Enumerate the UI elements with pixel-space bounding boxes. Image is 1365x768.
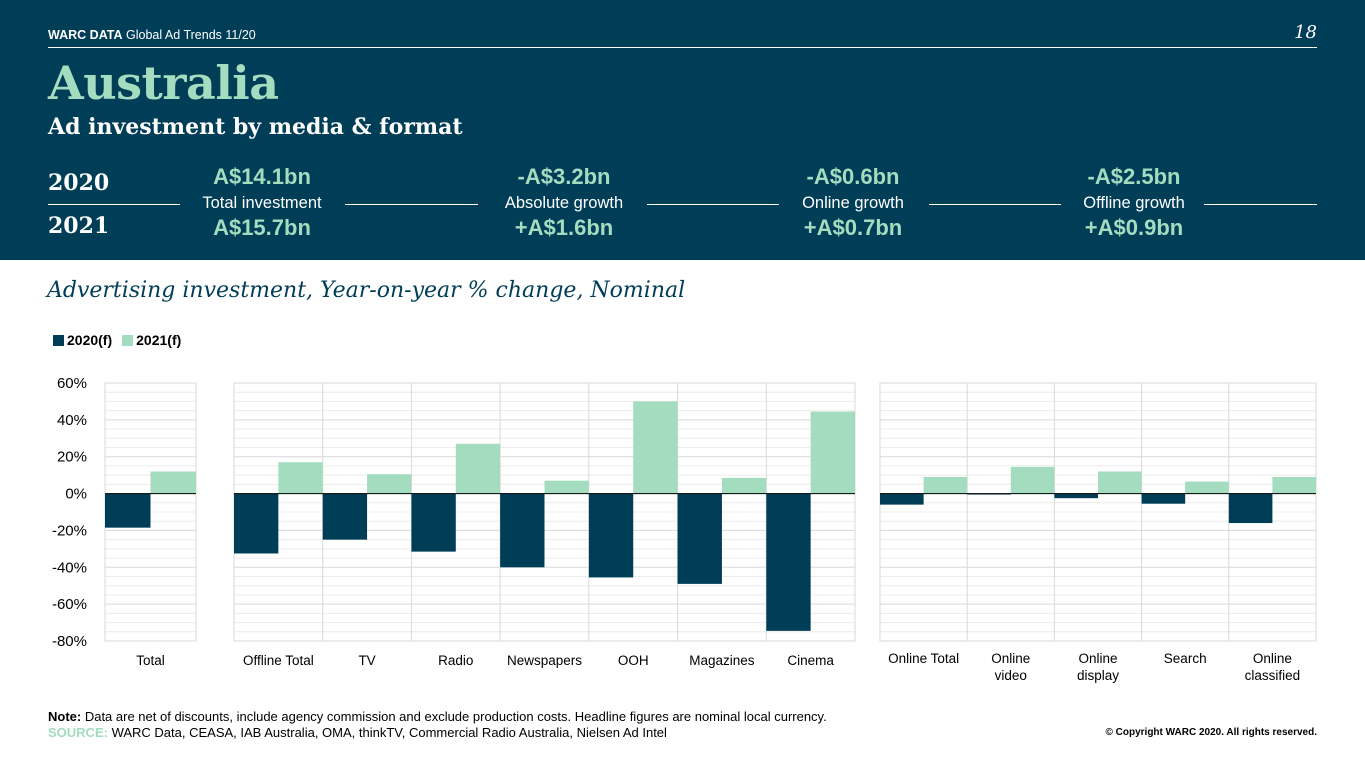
brand-name: WARC DATA <box>48 28 123 42</box>
report-name: Global Ad Trends 11/20 <box>126 28 256 42</box>
category-label-line2: classified <box>1245 668 1301 683</box>
bar-2021 <box>923 476 968 494</box>
stat-value-2021: +A$1.6bn <box>514 215 614 240</box>
category-label: Total <box>136 653 165 668</box>
note-text: Data are net of discounts, include agenc… <box>81 709 827 724</box>
stat-value-2021: +A$0.9bn <box>1084 215 1184 240</box>
source-label: SOURCE: <box>48 725 108 740</box>
chart-legend: 2020(f) 2021(f) <box>53 332 191 348</box>
stat-label: Total investment <box>202 194 322 212</box>
y-tick-label: 40% <box>57 412 87 429</box>
bar-2021 <box>278 462 323 494</box>
year-label-2021: 2021 <box>48 213 110 239</box>
category-label: Online <box>991 651 1030 666</box>
bar-2020 <box>500 493 545 568</box>
y-tick-label: 60% <box>57 375 87 392</box>
legend-label-2020: 2020(f) <box>67 332 113 348</box>
bar-2020 <box>766 493 811 631</box>
stat-value-2020: -A$2.5bn <box>1087 164 1181 189</box>
stat-value-2021: A$15.7bn <box>213 215 311 240</box>
category-label: Online Total <box>888 651 959 666</box>
bar-2021 <box>633 401 678 494</box>
category-label-line2: video <box>995 668 1027 683</box>
stat-divider <box>1204 204 1317 205</box>
page-title: Australia <box>48 56 279 110</box>
stat-value-2020: -A$3.2bn <box>517 164 611 189</box>
header-divider <box>48 47 1317 48</box>
bar-2020 <box>880 493 924 505</box>
stat-offline-growth: -A$2.5bn Offline growth +A$0.9bn <box>1014 162 1254 243</box>
category-label: Online <box>1078 651 1117 666</box>
stat-value-2020: -A$0.6bn <box>806 164 900 189</box>
bar-2021 <box>1010 466 1055 494</box>
stat-label: Online growth <box>802 194 904 212</box>
category-label-line2: display <box>1077 668 1119 683</box>
copyright: © Copyright WARC 2020. All rights reserv… <box>1105 727 1318 738</box>
stat-total-investment: A$14.1bn Total investment A$15.7bn <box>142 162 382 243</box>
bar-2021 <box>721 477 767 494</box>
category-label: Search <box>1164 651 1207 666</box>
panel-frame <box>879 382 1317 642</box>
bar-2021 <box>544 480 589 494</box>
bar-2020 <box>105 493 151 528</box>
y-tick-label: 0% <box>65 486 87 503</box>
source-line: SOURCE: WARC Data, CEASA, IAB Australia,… <box>48 725 667 740</box>
bar-2020 <box>677 493 722 584</box>
bar-2020 <box>1141 493 1186 504</box>
bar-2021 <box>1098 471 1142 494</box>
stat-value-2020: A$14.1bn <box>213 164 311 189</box>
legend-item-2021: 2021(f) <box>122 332 181 348</box>
source-text: WARC Data, CEASA, IAB Australia, OMA, th… <box>107 725 667 740</box>
header-banner: WARC DATA Global Ad Trends 11/20 18 Aust… <box>0 0 1365 260</box>
footnote: Note: Data are net of discounts, include… <box>48 709 827 724</box>
chart-title: Advertising investment, Year-on-year % c… <box>47 278 686 303</box>
bar-2021 <box>367 474 412 494</box>
brand-line: WARC DATA Global Ad Trends 11/20 <box>48 28 256 42</box>
page-number: 18 <box>1294 22 1317 43</box>
stat-label: Absolute growth <box>504 194 624 212</box>
stat-divider <box>345 204 478 205</box>
legend-swatch-2021 <box>122 334 134 346</box>
bar-2021 <box>810 411 855 494</box>
bar-2020 <box>1054 493 1098 499</box>
legend-item-2020: 2020(f) <box>53 332 112 348</box>
y-tick-label: -20% <box>52 522 87 539</box>
category-label: Newspapers <box>507 653 582 668</box>
bar-2020 <box>234 493 279 554</box>
stat-divider <box>647 204 779 205</box>
legend-label-2021: 2021(f) <box>136 332 182 348</box>
bar-2020 <box>588 493 634 578</box>
page-subtitle: Ad investment by media & format <box>48 114 463 140</box>
category-label: Magazines <box>689 653 755 668</box>
year-label-2020: 2020 <box>48 170 110 196</box>
stat-value-2021: +A$0.7bn <box>803 215 903 240</box>
bar-2020 <box>411 493 456 552</box>
bar-2020 <box>1228 493 1273 524</box>
category-label: Online <box>1253 651 1292 666</box>
bar-2021 <box>1185 481 1229 494</box>
bar-2021 <box>1272 476 1316 494</box>
y-tick-label: -60% <box>52 596 87 613</box>
category-label: Radio <box>438 653 473 668</box>
category-label: OOH <box>618 653 649 668</box>
category-label: Offline Total <box>243 653 314 668</box>
category-label: Cinema <box>787 653 834 668</box>
note-label: Note: <box>48 709 82 724</box>
y-tick-label: -80% <box>52 633 87 650</box>
bar-2020 <box>322 493 368 540</box>
bar-2021 <box>455 443 501 494</box>
stat-absolute-growth: -A$3.2bn Absolute growth +A$1.6bn <box>444 162 684 243</box>
y-tick-label: -40% <box>52 559 87 576</box>
stat-label: Offline growth <box>1083 194 1185 212</box>
category-label: TV <box>358 653 375 668</box>
stat-divider <box>48 204 180 205</box>
stat-divider <box>929 204 1061 205</box>
bar-2021 <box>150 471 196 494</box>
stat-online-growth: -A$0.6bn Online growth +A$0.7bn <box>733 162 973 243</box>
legend-swatch-2020 <box>53 334 64 346</box>
y-tick-label: 20% <box>57 449 87 466</box>
